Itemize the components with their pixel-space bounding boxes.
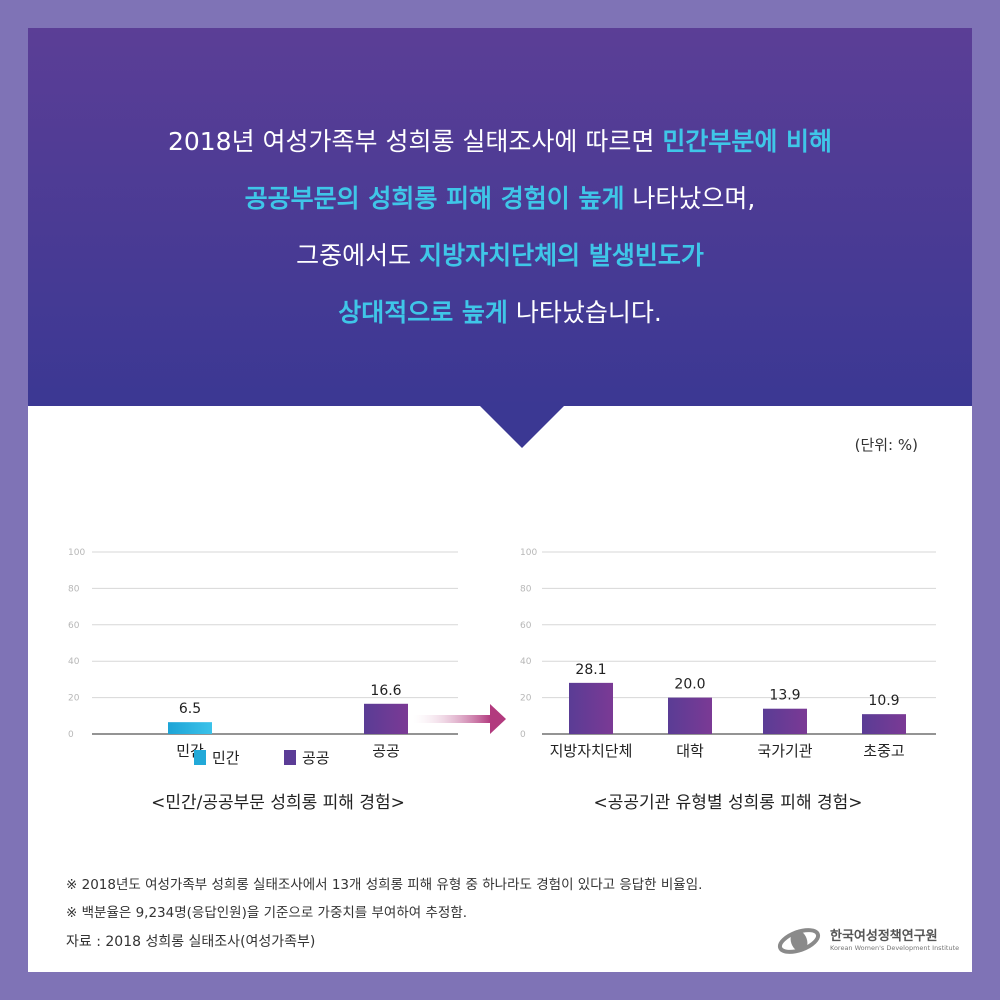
caption-left: <민간/공공부문 성희롱 피해 경험> bbox=[151, 793, 405, 813]
legend-private-label: 민간 bbox=[212, 749, 240, 767]
footnote-2: ※ 백분율은 9,234명(응답인원)을 기준으로 가중치를 부여하여 추정함. bbox=[66, 905, 468, 921]
value-label-right-3: 10.9 bbox=[868, 693, 899, 709]
unit-label: (단위: %) bbox=[854, 436, 918, 454]
category-label-right-2: 국가기관 bbox=[757, 742, 812, 760]
bar-right-2 bbox=[763, 708, 807, 734]
y-tick-label-right-2: 40 bbox=[520, 657, 532, 667]
category-label-left-1: 공공 bbox=[372, 742, 400, 760]
y-tick-label-right-1: 20 bbox=[520, 694, 532, 704]
headline-line1-b: 민간부분에 비해 bbox=[662, 127, 833, 156]
headline-text: 2018년 여성가족부 성희롱 실태조사에 따르면 민간부분에 비해 공공부문의… bbox=[28, 113, 972, 341]
value-label-right-0: 28.1 bbox=[575, 662, 606, 678]
value-label-right-1: 20.0 bbox=[674, 677, 705, 693]
logo-name-en: Korean Women's Development Institute bbox=[830, 943, 960, 952]
bar-left-0 bbox=[168, 722, 212, 734]
value-label-left-0: 6.5 bbox=[179, 701, 201, 717]
value-label-right-2: 13.9 bbox=[769, 688, 800, 704]
y-tick-label-right-0: 0 bbox=[520, 730, 526, 740]
category-label-right-0: 지방자치단체 bbox=[550, 742, 633, 760]
category-label-right-3: 초중고 bbox=[863, 742, 904, 760]
legend-public: 공공 bbox=[284, 747, 330, 768]
bar-right-0 bbox=[569, 682, 613, 734]
headline-line3-b: 지방자치단체의 발생빈도가 bbox=[419, 241, 704, 270]
logo-name-kr: 한국여성정책연구원 bbox=[830, 928, 938, 944]
y-tick-label-right-3: 60 bbox=[520, 621, 532, 631]
headline-banner bbox=[28, 28, 972, 406]
banner-pointer bbox=[478, 404, 566, 448]
legend-public-label: 공공 bbox=[302, 749, 330, 767]
value-label-left-1: 16.6 bbox=[370, 683, 401, 699]
infographic-card: 2018년 여성가족부 성희롱 실태조사에 따르면 민간부분에 비해 공공부문의… bbox=[28, 28, 972, 972]
arrow-shaft bbox=[413, 715, 491, 723]
y-tick-label-left-4: 80 bbox=[68, 584, 80, 594]
y-tick-label-left-3: 60 bbox=[68, 621, 80, 631]
bar-charts: 0204060801006.5민간16.6공공02040608010028.1지… bbox=[68, 548, 936, 760]
y-tick-label-left-5: 100 bbox=[68, 548, 85, 558]
bar-left-1 bbox=[364, 703, 408, 734]
headline-line4-a: 상대적으로 높게 bbox=[338, 298, 508, 327]
headline-line4-b: 나타났습니다. bbox=[507, 298, 662, 327]
bar-right-3 bbox=[862, 714, 906, 734]
arrow-head-icon bbox=[490, 704, 506, 734]
y-tick-label-left-2: 40 bbox=[68, 657, 80, 667]
kwdi-logo-icon bbox=[777, 928, 821, 954]
footnote-1: ※ 2018년도 여성가족부 성희롱 실태조사에서 13개 성희롱 피해 유형 … bbox=[66, 877, 703, 893]
source-note: 자료 : 2018 성희롱 실태조사(여성가족부) bbox=[66, 934, 316, 950]
y-tick-label-left-1: 20 bbox=[68, 694, 80, 704]
headline-line2-a: 공공부문의 성희롱 피해 경험이 높게 bbox=[244, 184, 625, 213]
legend-private: 민간 bbox=[194, 747, 240, 768]
caption-right: <공공기관 유형별 성희롱 피해 경험> bbox=[593, 793, 863, 813]
y-tick-label-left-0: 0 bbox=[68, 730, 74, 740]
y-tick-label-right-5: 100 bbox=[520, 548, 537, 558]
legend-private-swatch bbox=[194, 750, 206, 765]
headline-line3-a: 그중에서도 bbox=[296, 241, 420, 270]
y-tick-label-right-4: 80 bbox=[520, 584, 532, 594]
legend-public-swatch bbox=[284, 750, 296, 765]
headline-line1-a: 2018년 여성가족부 성희롱 실태조사에 따르면 bbox=[167, 127, 663, 156]
category-label-right-1: 대학 bbox=[676, 742, 704, 760]
headline-line2-b: 나타났으며, bbox=[624, 184, 756, 213]
bar-right-1 bbox=[668, 697, 712, 734]
kwdi-logo: 한국여성정책연구원 Korean Women's Development Ins… bbox=[776, 928, 959, 954]
